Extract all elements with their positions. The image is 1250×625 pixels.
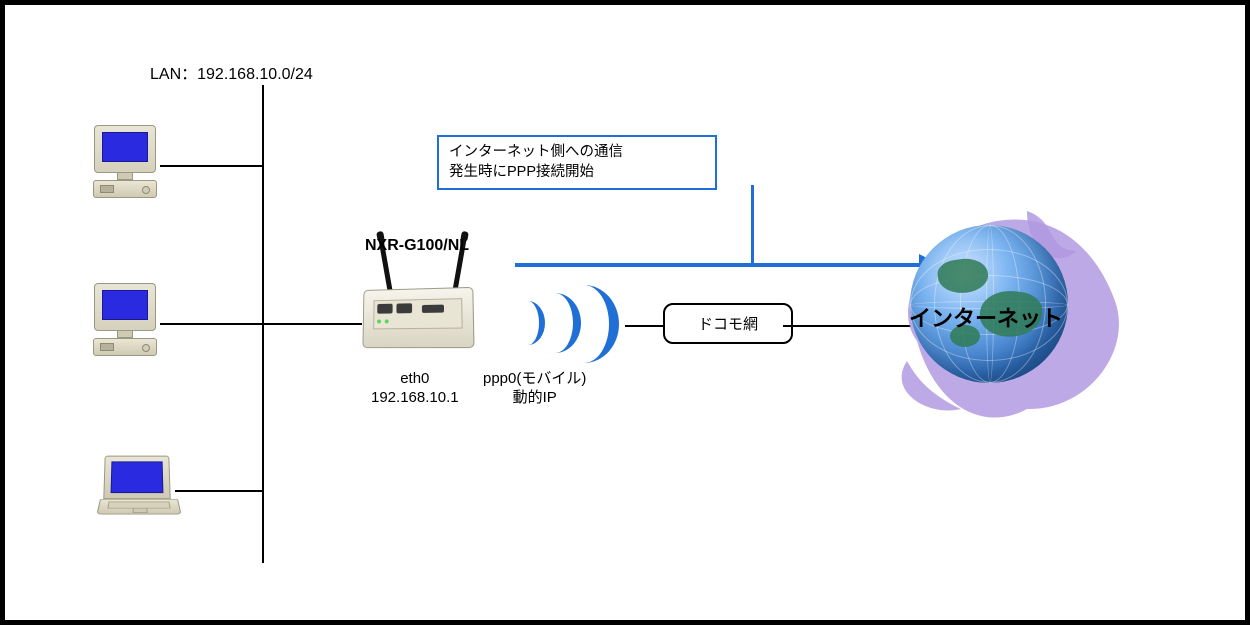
router-ppp0-label: ppp0(モバイル) 動的IP <box>483 370 586 408</box>
eth0-name: eth0 <box>400 370 429 387</box>
router-icon <box>361 288 481 348</box>
docomo-link-left <box>625 325 665 327</box>
router-eth0-label: eth0 192.168.10.1 <box>371 370 459 408</box>
router-model-label: NXR-G100/NL <box>365 237 469 255</box>
diagram-frame: LAN：192.168.10.0/24 NXR-G100/NL eth0 192… <box>0 0 1250 625</box>
ppp0-name: ppp0(モバイル) <box>483 370 586 387</box>
callout-line2: 発生時にPPP接続開始 <box>449 164 594 180</box>
desktop-pc-icon <box>90 283 160 356</box>
desktop-pc-icon <box>90 125 160 198</box>
docomo-network-box: ドコモ網 <box>663 303 793 344</box>
lan-branch-pc2-router <box>160 323 362 325</box>
lan-branch-laptop <box>175 490 262 492</box>
laptop-icon <box>100 455 180 521</box>
internet-label: インターネット <box>909 301 1063 333</box>
ppp0-ipmode: 動的IP <box>513 389 557 406</box>
callout-leader-line <box>751 185 754 265</box>
ppp-arrow-line <box>515 263 923 267</box>
wireless-waves-icon <box>511 285 611 365</box>
callout-box: インターネット側への通信 発生時にPPP接続開始 <box>437 135 717 190</box>
eth0-address: 192.168.10.1 <box>371 389 459 406</box>
docomo-label: ドコモ網 <box>698 316 758 333</box>
lan-label: LAN：192.168.10.0/24 <box>150 60 313 84</box>
callout-line1: インターネット側への通信 <box>449 144 623 160</box>
lan-branch-pc1 <box>160 165 262 167</box>
